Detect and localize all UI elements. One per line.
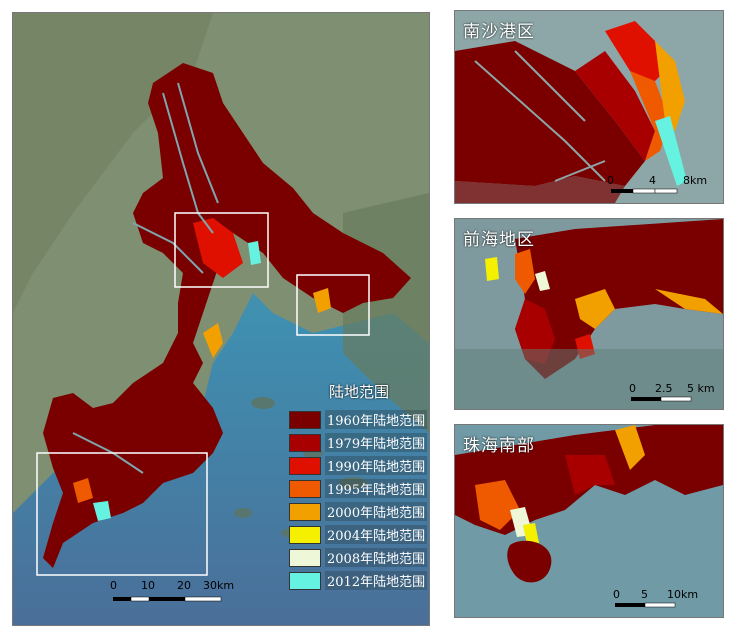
inset-title: 珠海南部 (463, 436, 535, 456)
legend-item: 1990年陆地范围 (289, 454, 429, 477)
land-1960 (43, 63, 411, 568)
legend-label: 2008年陆地范围 (325, 548, 428, 567)
main-map: 0 10 20 30km 陆地范围 1960年陆地范围 1979年陆地范围 19… (12, 12, 430, 626)
legend-swatch (289, 410, 321, 429)
legend-label: 1990年陆地范围 (325, 456, 428, 475)
legend-swatch (289, 502, 321, 521)
inset-scale-tick: 4 (649, 174, 656, 187)
inset-scale-tick: 0 (607, 174, 614, 187)
inset-zhuhai: 珠海南部 0 5 10km (454, 424, 724, 618)
legend-label: 1979年陆地范围 (325, 433, 428, 452)
legend-title: 陆地范围 (329, 383, 390, 401)
legend-swatch (289, 571, 321, 590)
main-scale-tick-0: 0 (110, 579, 117, 592)
land-2000 (203, 323, 223, 358)
box-qianhai (296, 274, 370, 336)
inset-nansha: 南沙港区 0 4 8km (454, 10, 724, 204)
land-1995 (73, 478, 93, 503)
inset-scale-tick: 0 (613, 588, 620, 601)
land-2012 (248, 241, 261, 265)
land-2012-b (93, 501, 111, 521)
inset-scale-tick: 10km (667, 588, 699, 601)
inset-zhuhai-svg (455, 425, 723, 617)
legend-swatch (289, 479, 321, 498)
legend-item: 2008年陆地范围 (289, 546, 429, 569)
inset-title: 南沙港区 (463, 22, 535, 42)
legend-swatch (289, 456, 321, 475)
legend: 陆地范围 1960年陆地范围 1979年陆地范围 1990年陆地范围 1995年… (289, 381, 429, 592)
inset-title: 前海地区 (463, 230, 535, 250)
legend-item: 2004年陆地范围 (289, 523, 429, 546)
main-scale-tick-1: 10 (141, 579, 155, 592)
land-1990 (193, 218, 243, 278)
legend-label: 1960年陆地范围 (325, 410, 428, 429)
legend-label: 2012年陆地范围 (325, 571, 428, 590)
legend-item: 1960年陆地范围 (289, 408, 429, 431)
legend-item: 1995年陆地范围 (289, 477, 429, 500)
box-zhuhai (36, 452, 208, 576)
inset-qianhai: 前海地区 0 2.5 5 km (454, 218, 724, 410)
legend-label: 1995年陆地范围 (325, 479, 428, 498)
legend-item: 2012年陆地范围 (289, 569, 429, 592)
legend-swatch (289, 525, 321, 544)
legend-swatch (289, 548, 321, 567)
inset-scale-tick: 8km (683, 174, 708, 187)
inset-qianhai-svg (455, 219, 723, 409)
legend-label: 2004年陆地范围 (325, 525, 428, 544)
box-nansha (174, 212, 269, 288)
main-scale-tick-2: 20 (177, 579, 191, 592)
legend-item: 1979年陆地范围 (289, 431, 429, 454)
legend-item: 2000年陆地范围 (289, 500, 429, 523)
inset-scale-tick: 5 (641, 588, 648, 601)
main-scale-bar (113, 596, 222, 602)
land-2000-b (313, 288, 331, 313)
main-scale-tick-3: 30km (203, 579, 235, 592)
inset-scale-tick: 5 km (687, 382, 715, 395)
inset-scale-tick: 2.5 (655, 382, 673, 395)
main-map-svg (13, 13, 429, 625)
legend-swatch (289, 433, 321, 452)
inset-nansha-svg (455, 11, 723, 203)
legend-label: 2000年陆地范围 (325, 502, 428, 521)
inset-scale-tick: 0 (629, 382, 636, 395)
